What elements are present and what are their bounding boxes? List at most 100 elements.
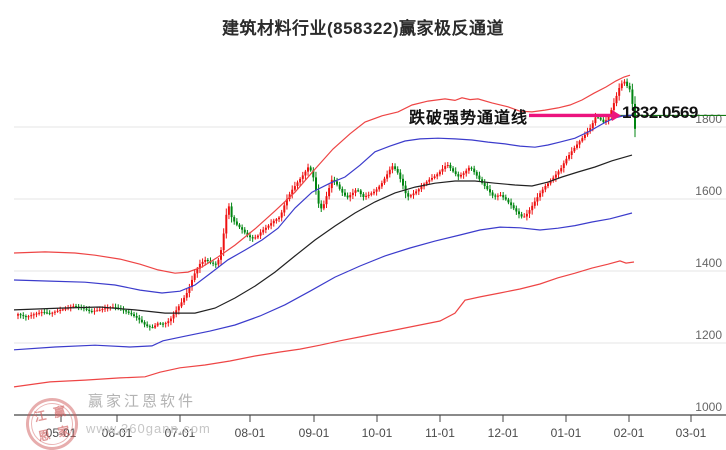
candle-body — [114, 307, 117, 309]
x-axis-tick-label: 12-01 — [488, 426, 519, 440]
candle-body — [272, 220, 275, 224]
candle-body — [307, 167, 309, 172]
candle-body — [365, 195, 368, 197]
candle-body — [169, 318, 172, 322]
candle-body — [565, 158, 568, 164]
candle-body — [212, 262, 215, 264]
candle-body — [262, 229, 265, 233]
candle-body — [383, 178, 386, 184]
candle-body — [380, 183, 383, 187]
candle-body — [386, 174, 389, 179]
candle-body — [122, 309, 125, 311]
candle-body — [283, 205, 286, 213]
candle-body — [164, 323, 167, 325]
candle-body — [330, 179, 333, 189]
candle-body — [278, 217, 280, 220]
candle-body — [130, 312, 133, 315]
candle-body — [512, 205, 515, 209]
candle-body — [56, 310, 59, 312]
candle-body — [436, 174, 439, 177]
candle-body — [478, 175, 481, 180]
candle-body — [425, 181, 428, 184]
candle-body — [267, 225, 270, 228]
candle-body — [583, 134, 586, 138]
y-axis-tick-label: 1400 — [695, 256, 722, 270]
candle-body — [391, 166, 394, 170]
candle-body — [85, 308, 88, 310]
candle-body — [328, 188, 331, 197]
candle-body — [412, 193, 415, 196]
candle-body — [90, 311, 93, 312]
chart-title: 建筑材料行业(858322)赢家极反通道 — [221, 19, 505, 38]
candle-body — [46, 312, 48, 314]
candle-body — [362, 194, 365, 197]
candle-body — [620, 83, 623, 89]
candle-body — [222, 233, 225, 251]
candle-body — [101, 309, 104, 311]
candle-body — [201, 261, 204, 264]
candle-body — [251, 237, 254, 239]
candle-body — [357, 190, 360, 192]
candle-body — [428, 179, 431, 182]
candle-body — [17, 314, 19, 316]
candle-body — [214, 263, 217, 265]
candle-body — [104, 308, 106, 310]
sky-line-red-upper — [13, 74, 631, 274]
candle-body — [370, 193, 373, 195]
candle-body — [217, 259, 220, 265]
y-axis-tick-label: 1600 — [695, 184, 722, 198]
candle-body — [270, 223, 273, 226]
candle-body — [515, 208, 518, 212]
candle-body — [154, 325, 157, 328]
candle-body — [475, 172, 478, 176]
candle-body — [22, 315, 25, 317]
candle-body — [24, 316, 27, 318]
candle-body — [441, 168, 444, 172]
candle-body — [525, 213, 528, 217]
candle-body — [156, 323, 159, 326]
ground-line-red-lower — [13, 260, 635, 388]
candle-body — [444, 166, 447, 169]
candle-body — [125, 310, 128, 312]
candle-body — [351, 192, 354, 196]
candle-body — [615, 95, 618, 104]
candle-body — [317, 190, 320, 204]
candle-body — [183, 297, 186, 303]
candle-body — [399, 172, 402, 179]
candle-body — [254, 237, 257, 239]
candle-body — [280, 212, 283, 218]
candle-body — [486, 186, 489, 190]
candle-body — [510, 202, 513, 206]
candle-body — [93, 310, 96, 312]
candle-body — [185, 293, 188, 298]
candle-body — [30, 315, 33, 317]
y-axis-tick-label: 1000 — [695, 400, 722, 414]
candle-body — [623, 81, 626, 84]
candle-body — [496, 195, 499, 197]
candle-body — [610, 110, 613, 117]
candle-body — [602, 119, 605, 123]
candle-body — [325, 196, 328, 205]
candle-body — [48, 312, 51, 314]
candle-body — [299, 178, 302, 183]
candle-body — [106, 307, 109, 309]
candle-body — [338, 184, 341, 189]
candle-body — [562, 163, 565, 168]
x-axis-tick-label: 05-01 — [46, 426, 77, 440]
x-axis-tick-label: 09-01 — [299, 426, 330, 440]
life-line-black-middle — [13, 154, 633, 314]
candle-body — [59, 310, 62, 311]
candle-body — [586, 131, 589, 135]
candle-body — [151, 327, 154, 329]
candle-body — [599, 117, 602, 120]
candle-body — [415, 191, 418, 194]
candle-body — [554, 174, 557, 178]
candle-body — [634, 103, 636, 129]
candle-body — [43, 312, 46, 314]
candle-body — [320, 203, 323, 209]
candle-body — [568, 155, 571, 159]
candle-body — [552, 177, 555, 181]
candle-body — [581, 138, 584, 142]
candle-body — [438, 171, 441, 175]
